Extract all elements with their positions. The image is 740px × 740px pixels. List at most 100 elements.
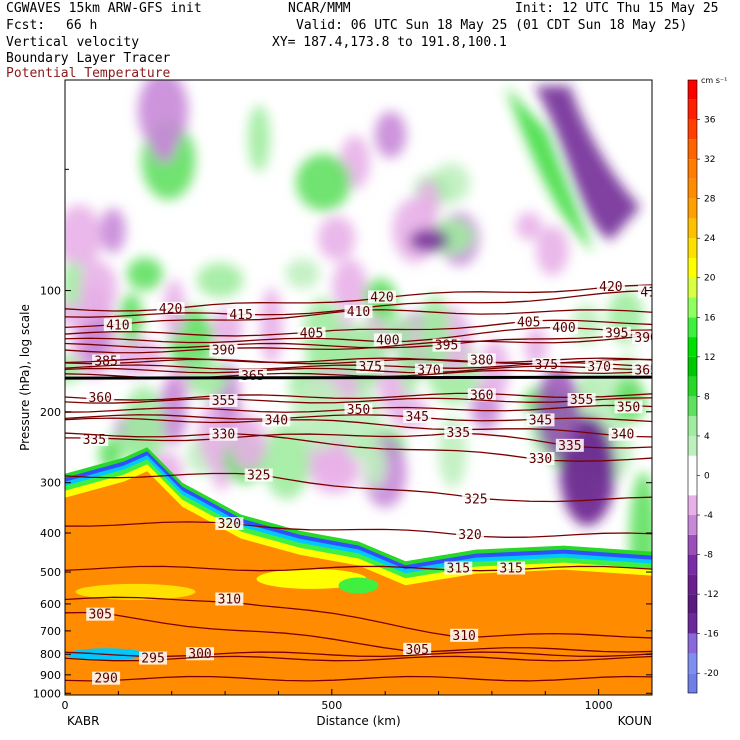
colorbar-swatch bbox=[688, 633, 697, 654]
theta-label-bg bbox=[80, 432, 109, 446]
theta-label: 355 bbox=[570, 393, 593, 408]
colorbar-border bbox=[687, 79, 698, 694]
theta-label-bg bbox=[414, 363, 443, 377]
theta-label-bg bbox=[103, 318, 132, 332]
velocity-cell bbox=[65, 204, 103, 270]
theta-label: 420 bbox=[370, 290, 393, 305]
colorbar-swatch bbox=[688, 317, 697, 338]
theta-contour-355 bbox=[65, 397, 652, 404]
theta-label-bg bbox=[608, 427, 637, 441]
colorbar-swatch bbox=[688, 435, 697, 456]
theta-label: 325 bbox=[464, 492, 487, 507]
theta-label: 400 bbox=[552, 321, 575, 336]
theta-label-bg bbox=[497, 561, 526, 575]
theta-contour-305 bbox=[65, 611, 652, 653]
theta-contour-340 bbox=[65, 417, 652, 438]
downdraft-band bbox=[534, 85, 641, 241]
downdraft-core bbox=[536, 366, 581, 457]
colorbar-swatch bbox=[688, 416, 697, 436]
velocity-cell bbox=[363, 441, 387, 488]
theta-label: 375 bbox=[358, 360, 381, 375]
left-endpoint-label: KABR bbox=[67, 714, 99, 728]
colorbar-tick-label: 20 bbox=[704, 274, 716, 284]
colorbar-swatch bbox=[688, 455, 697, 496]
colorbar-swatch bbox=[688, 178, 697, 199]
theta-label: 420 bbox=[599, 280, 622, 295]
tropopause-line bbox=[65, 375, 652, 380]
colorbar-swatch bbox=[688, 99, 697, 120]
theta-label: 375 bbox=[535, 358, 558, 373]
theta-label-bg bbox=[596, 280, 625, 294]
y-tick-label: 100 bbox=[40, 285, 61, 298]
colorbar-swatch bbox=[688, 653, 697, 674]
colorbar-tick-label: 0 bbox=[704, 471, 710, 481]
theta-contour-405 bbox=[65, 319, 652, 337]
colorbar-tick-label: 28 bbox=[704, 195, 716, 205]
theta-label-bg bbox=[602, 326, 631, 340]
theta-label-bg bbox=[344, 403, 373, 417]
theta-label: 330 bbox=[529, 452, 552, 467]
theta-label: 290 bbox=[94, 672, 117, 687]
colorbar-swatch bbox=[688, 80, 697, 100]
theta-label-bg bbox=[209, 343, 238, 357]
theta-label: 300 bbox=[188, 647, 211, 662]
theta-label-bg bbox=[549, 321, 578, 335]
theta-label-bg bbox=[555, 438, 584, 452]
velocity-cell bbox=[419, 294, 451, 372]
x-tick-label: 0 bbox=[62, 699, 69, 712]
theta-label-bg bbox=[403, 642, 432, 656]
colorbar-swatch bbox=[688, 297, 697, 318]
velocity-cell bbox=[291, 377, 347, 451]
field-boundary-layer-tracer: Boundary Layer Tracer bbox=[6, 51, 171, 66]
theta-label-bg bbox=[638, 285, 652, 299]
valid-time: Valid: 06 UTC Sun 18 May 25 (01 CDT Sun … bbox=[296, 18, 688, 33]
y-tick-label: 500 bbox=[40, 566, 61, 579]
theta-label: 345 bbox=[405, 410, 428, 425]
tracer-patch bbox=[75, 583, 196, 600]
velocity-cell bbox=[247, 105, 271, 172]
y-tick-label: 700 bbox=[40, 625, 61, 638]
theta-label: 350 bbox=[347, 403, 370, 418]
y-tick-label: 400 bbox=[40, 527, 61, 540]
theta-label: 320 bbox=[458, 528, 481, 543]
colorbar-swatch bbox=[688, 613, 697, 634]
y-axis: 100 200 300 400 500 600 700 800 900 1000 Pressure … bbox=[18, 79, 652, 700]
theta-label: 310 bbox=[218, 592, 241, 607]
colorbar-swatch bbox=[688, 574, 697, 595]
potential-temperature-contours: 4204204204154154104104054054004003953953… bbox=[65, 280, 652, 687]
colorbar-tick-label: 24 bbox=[704, 234, 716, 244]
theta-contour-395 bbox=[65, 333, 652, 349]
theta-contour-290 bbox=[65, 675, 652, 682]
colorbar-swatch bbox=[688, 238, 697, 258]
theta-label-bg bbox=[403, 409, 432, 423]
theta-label: 340 bbox=[611, 428, 634, 443]
colorbar-tick-label: 12 bbox=[704, 353, 715, 363]
theta-label: 350 bbox=[617, 400, 640, 415]
theta-label-bg bbox=[614, 400, 643, 414]
colorbar-swatch bbox=[688, 198, 697, 219]
velocity-cell bbox=[374, 111, 407, 159]
theta-label-bg bbox=[585, 360, 614, 374]
theta-label: 330 bbox=[212, 428, 235, 443]
colorbar-tick-label: -16 bbox=[704, 630, 719, 640]
theta-label-bg bbox=[526, 413, 555, 427]
theta-label: 385 bbox=[94, 354, 117, 369]
downdraft-core bbox=[408, 228, 449, 253]
theta-label-bg bbox=[444, 561, 473, 575]
theta-label-bg bbox=[227, 308, 256, 322]
x-tick-label: 1000 bbox=[585, 699, 613, 712]
field-vertical-velocity: Vertical velocity bbox=[6, 35, 140, 50]
tracer-patch bbox=[338, 577, 379, 594]
velocity-cell bbox=[260, 287, 283, 365]
y-tick-label: 200 bbox=[40, 406, 61, 419]
field-potential-temperature: Potential Temperature bbox=[6, 66, 171, 81]
y-tick-label: 600 bbox=[40, 598, 61, 611]
theta-label-bg bbox=[567, 393, 596, 407]
colorbar-swatch bbox=[688, 119, 697, 140]
theta-label-bg bbox=[373, 333, 402, 347]
velocity-cell bbox=[536, 225, 569, 276]
y-tick-label: 300 bbox=[40, 477, 61, 490]
theta-label-bg bbox=[215, 592, 244, 606]
theta-label: 325 bbox=[247, 469, 270, 484]
